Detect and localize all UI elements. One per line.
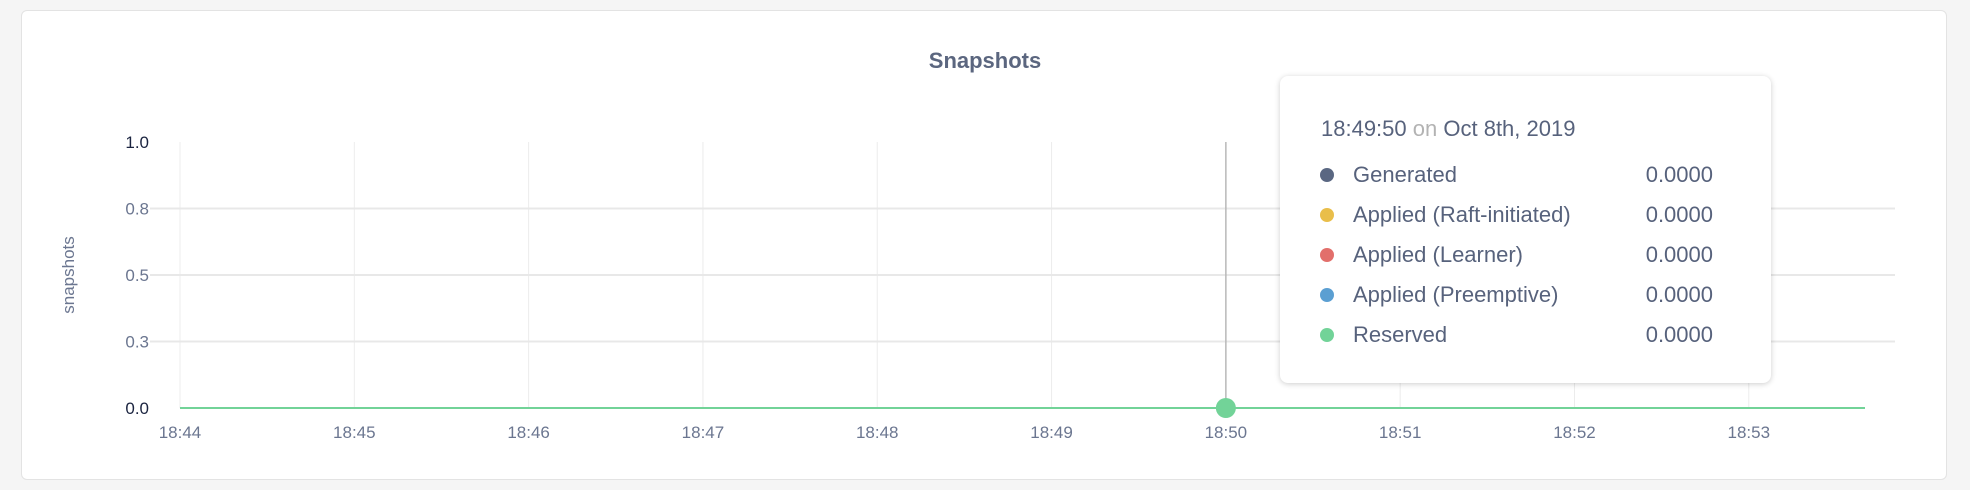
hover-point	[1215, 398, 1236, 418]
series-value: 0.0000	[1645, 322, 1713, 347]
x-tick-label: 18:53	[1728, 423, 1771, 442]
y-tick-label: 0.3	[125, 333, 149, 352]
series-value: 0.0000	[1645, 162, 1713, 187]
x-tick-label: 18:51	[1379, 423, 1422, 442]
x-tick-label: 18:49	[1030, 423, 1073, 442]
x-tick-label: 18:45	[333, 423, 376, 442]
tooltip-row-reserved: Reserved 0.0000	[1280, 320, 1771, 350]
series-label: Generated	[1353, 162, 1457, 187]
series-label: Applied (Preemptive)	[1353, 282, 1559, 307]
hover-tooltip: 18:49:50 on Oct 8th, 2019 Generated 0.00…	[1280, 76, 1771, 383]
series-label: Applied (Raft-initiated)	[1353, 202, 1571, 227]
x-tick-label: 18:50	[1205, 423, 1248, 442]
tooltip-row-applied-learner: Applied (Learner) 0.0000	[1280, 240, 1771, 270]
x-tick-label: 18:48	[856, 423, 899, 442]
y-tick-label: 0.0	[125, 399, 149, 418]
tooltip-header: 18:49:50 on Oct 8th, 2019	[1321, 116, 1575, 142]
series-value: 0.0000	[1645, 242, 1713, 267]
x-tick-label: 18:52	[1553, 423, 1596, 442]
y-tick-label: 1.0	[125, 133, 149, 152]
legend-dot-icon	[1320, 288, 1334, 302]
series-label: Applied (Learner)	[1353, 242, 1523, 267]
series-value: 0.0000	[1645, 282, 1713, 307]
legend-dot-icon	[1320, 208, 1334, 222]
tooltip-on: on	[1412, 116, 1438, 141]
x-tick-label: 18:44	[159, 423, 202, 442]
tooltip-row-applied-raft: Applied (Raft-initiated) 0.0000	[1280, 200, 1771, 230]
legend-dot-icon	[1320, 168, 1334, 182]
series-label: Reserved	[1353, 322, 1448, 347]
y-axis-label: snapshots	[59, 236, 78, 314]
y-tick-label: 0.8	[125, 200, 149, 219]
tooltip-time: 18:49:50	[1321, 116, 1407, 141]
legend-dot-icon	[1320, 248, 1334, 262]
chart-title: Snapshots	[928, 48, 1042, 73]
series-value: 0.0000	[1645, 202, 1713, 227]
y-tick-label: 0.5	[125, 266, 149, 285]
tooltip-row-generated: Generated 0.0000	[1280, 160, 1771, 190]
x-tick-label: 18:46	[507, 423, 550, 442]
tooltip-row-applied-preemptive: Applied (Preemptive) 0.0000	[1280, 280, 1771, 310]
legend-dot-icon	[1320, 328, 1334, 342]
tooltip-date: Oct 8th, 2019	[1443, 116, 1576, 141]
x-tick-label: 18:47	[682, 423, 725, 442]
